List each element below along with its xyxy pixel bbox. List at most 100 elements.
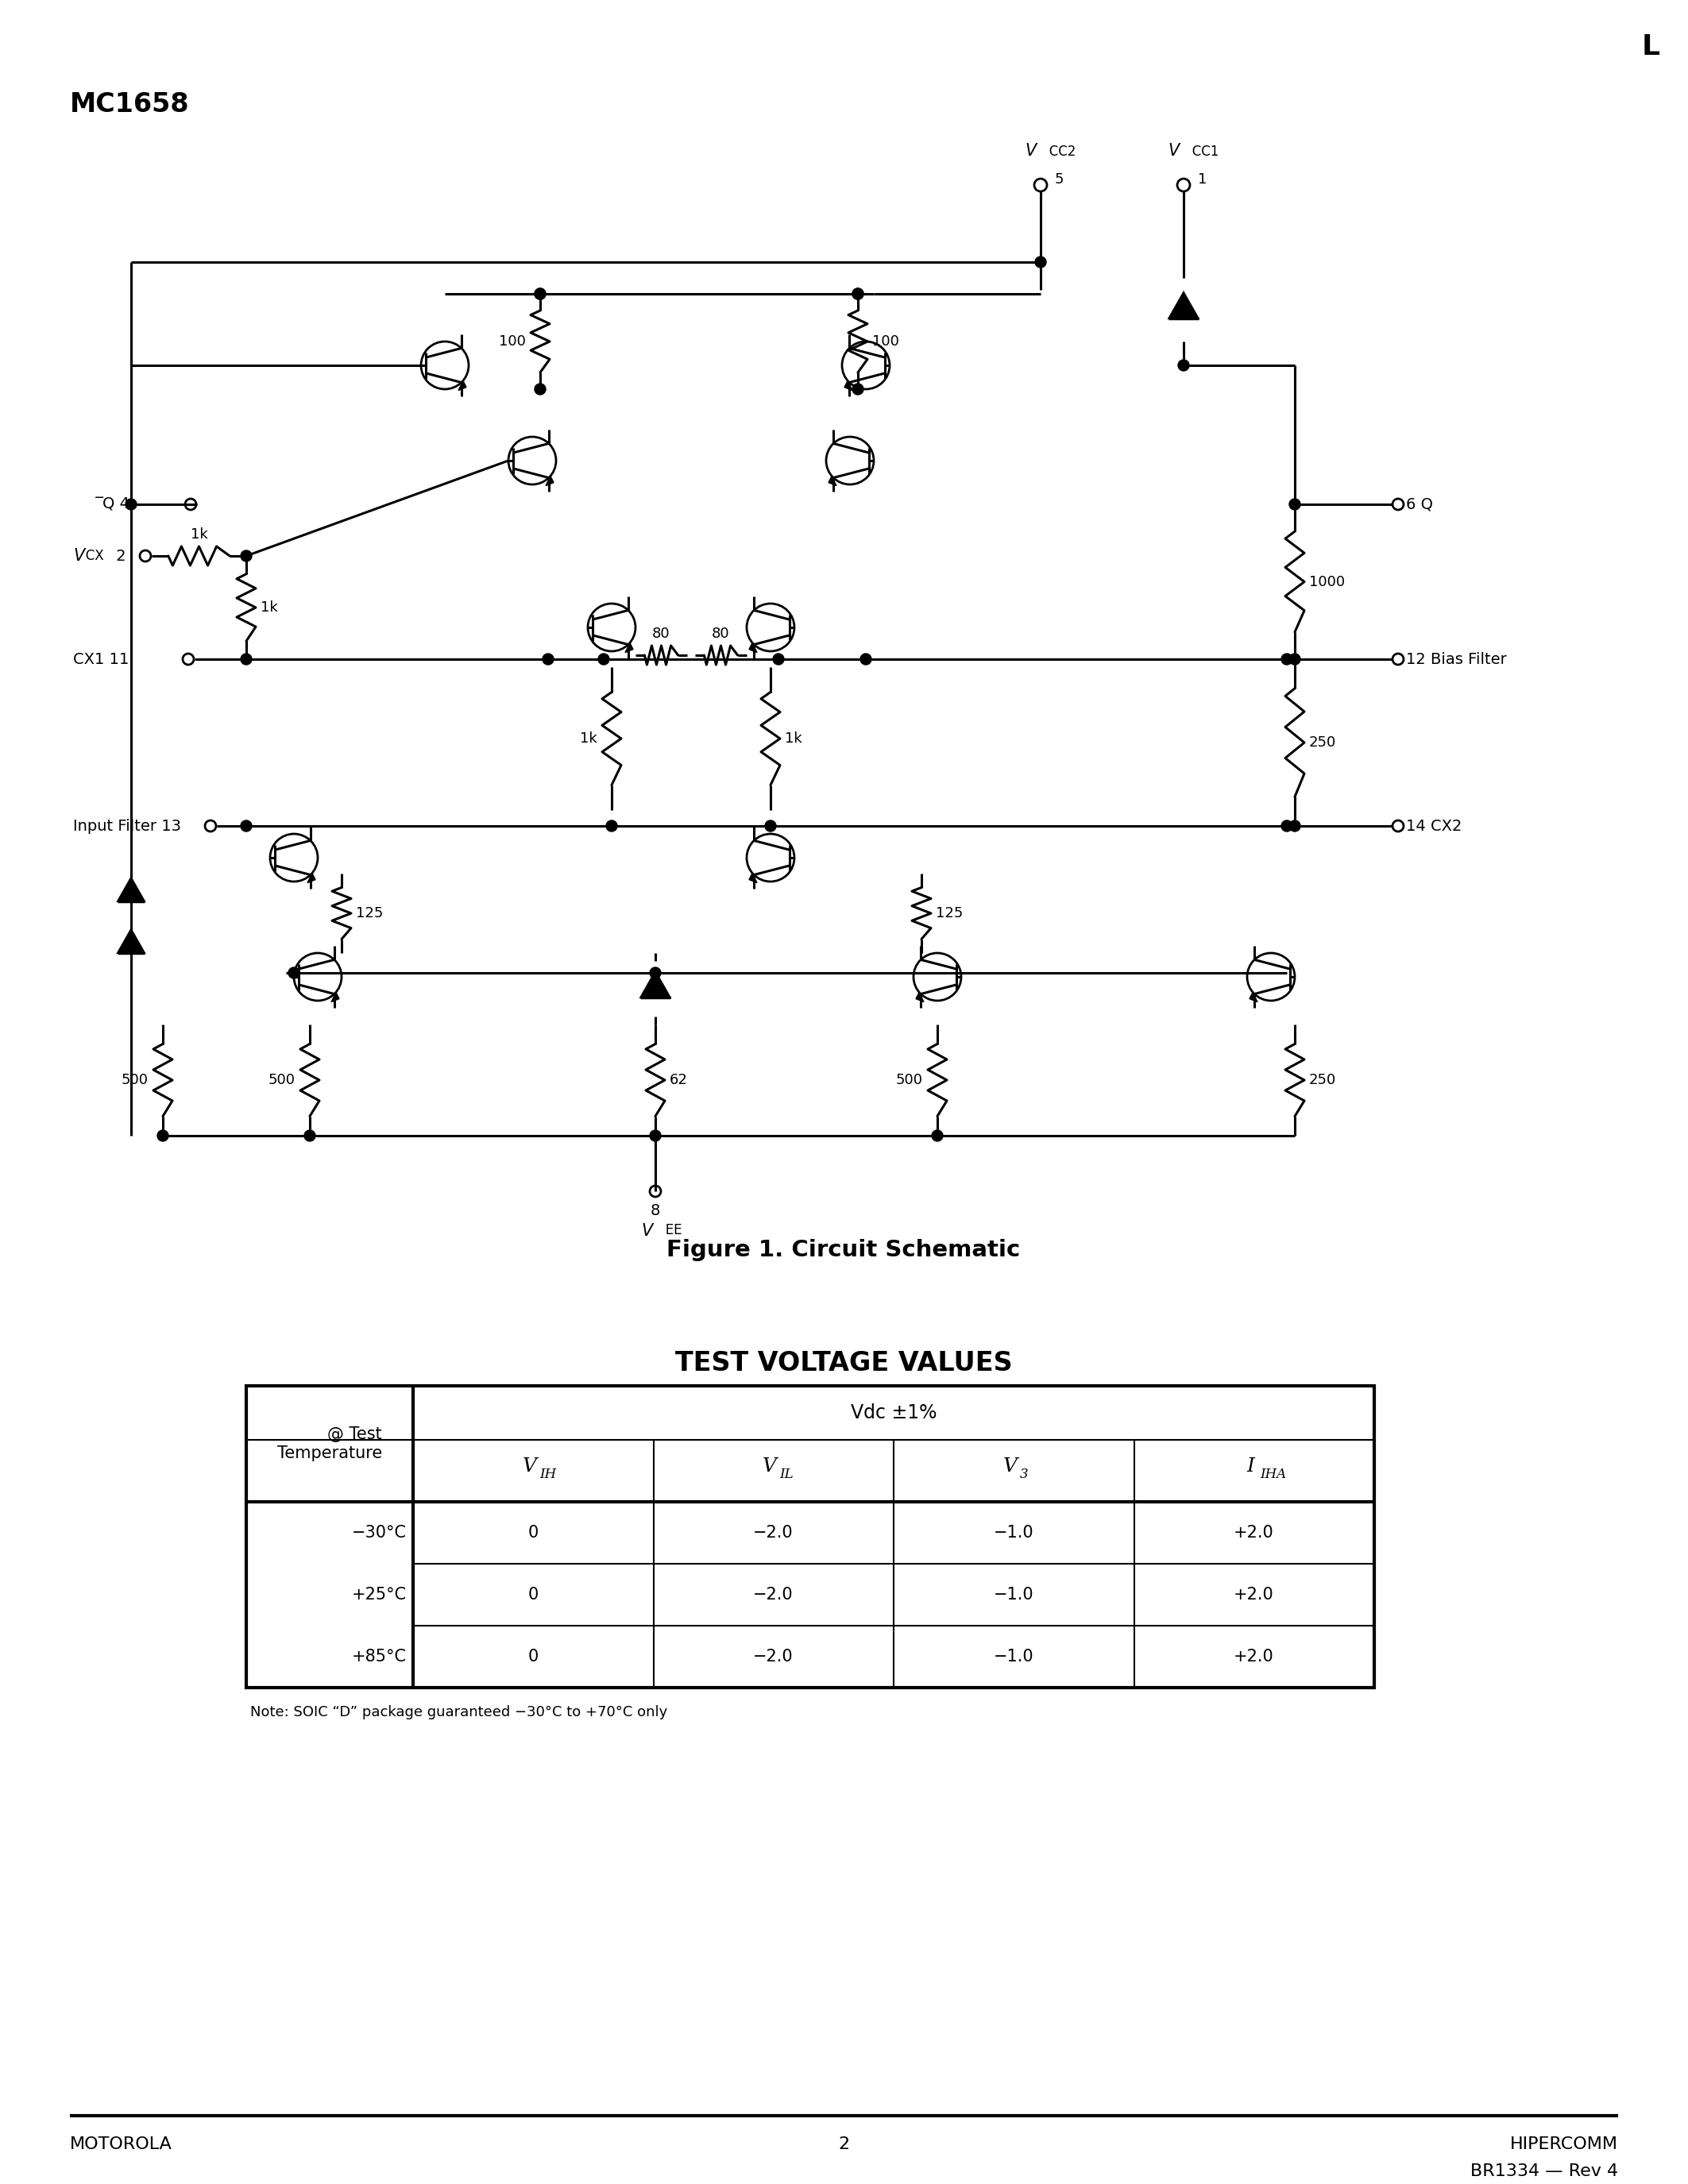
Text: EE: EE [653, 1223, 682, 1238]
Text: 1k: 1k [581, 732, 598, 745]
Polygon shape [749, 874, 756, 882]
Text: 0: 0 [528, 1649, 538, 1664]
Text: 0: 0 [528, 1524, 538, 1540]
Text: L: L [1642, 33, 1661, 61]
Text: 100: 100 [500, 334, 527, 349]
Text: 3: 3 [1020, 1468, 1028, 1481]
Text: Vdc ±1%: Vdc ±1% [851, 1404, 937, 1422]
Circle shape [542, 653, 554, 664]
Text: −1.0: −1.0 [994, 1524, 1033, 1540]
Text: IL: IL [780, 1468, 793, 1481]
Text: HIPERCOMM: HIPERCOMM [1511, 2136, 1619, 2151]
Text: 500: 500 [122, 1072, 149, 1088]
Text: V: V [1025, 142, 1036, 159]
Text: 500: 500 [896, 1072, 923, 1088]
Text: 250: 250 [1310, 1072, 1337, 1088]
Text: Figure 1. Circuit Schematic: Figure 1. Circuit Schematic [667, 1238, 1021, 1260]
Text: 1: 1 [1198, 173, 1207, 186]
Text: V: V [641, 1223, 653, 1238]
Text: TEST VOLTAGE VALUES: TEST VOLTAGE VALUES [675, 1350, 1013, 1376]
Text: V: V [763, 1457, 776, 1474]
Polygon shape [749, 642, 756, 653]
Text: 2: 2 [837, 2136, 849, 2151]
Circle shape [535, 384, 545, 395]
Polygon shape [1168, 293, 1198, 319]
Circle shape [932, 1129, 944, 1142]
Circle shape [598, 653, 609, 664]
Text: 250: 250 [1310, 736, 1337, 749]
Text: −30°C: −30°C [351, 1524, 407, 1540]
Circle shape [861, 653, 871, 664]
Polygon shape [545, 476, 554, 485]
Polygon shape [118, 878, 145, 902]
Circle shape [1178, 360, 1188, 371]
Text: V: V [1168, 142, 1180, 159]
Text: 8: 8 [650, 1203, 660, 1219]
Text: MOTOROLA: MOTOROLA [69, 2136, 172, 2151]
Text: +2.0: +2.0 [1234, 1649, 1274, 1664]
Polygon shape [625, 642, 633, 653]
Polygon shape [1249, 992, 1258, 1002]
Text: −2.0: −2.0 [753, 1649, 793, 1664]
Text: @ Test
Temperature: @ Test Temperature [277, 1426, 381, 1461]
Circle shape [773, 653, 783, 664]
Text: +85°C: +85°C [351, 1649, 407, 1664]
Circle shape [1035, 256, 1047, 269]
Text: 5: 5 [1055, 173, 1063, 186]
Text: CC2: CC2 [1036, 144, 1075, 159]
Circle shape [241, 550, 252, 561]
Circle shape [535, 288, 545, 299]
Text: I: I [1246, 1457, 1254, 1474]
Text: +2.0: +2.0 [1234, 1524, 1274, 1540]
Text: 125: 125 [356, 906, 383, 919]
Text: −2.0: −2.0 [753, 1588, 793, 1603]
Circle shape [1281, 821, 1293, 832]
Circle shape [650, 968, 662, 978]
Text: ̅Q 4: ̅Q 4 [103, 496, 130, 511]
Text: 1k: 1k [191, 526, 208, 542]
Text: 1k: 1k [785, 732, 802, 745]
Text: CX: CX [73, 548, 103, 563]
Text: 0: 0 [528, 1588, 538, 1603]
Text: 6 Q: 6 Q [1406, 496, 1433, 511]
Text: 100: 100 [873, 334, 900, 349]
Text: +25°C: +25°C [351, 1588, 407, 1603]
Text: −1.0: −1.0 [994, 1649, 1033, 1664]
Text: 2: 2 [111, 548, 127, 563]
Text: 500: 500 [268, 1072, 295, 1088]
Text: BR1334 — Rev 4: BR1334 — Rev 4 [1470, 2164, 1619, 2180]
Polygon shape [459, 380, 466, 391]
Text: 1000: 1000 [1310, 574, 1345, 590]
Circle shape [1290, 821, 1300, 832]
Polygon shape [307, 874, 316, 882]
Polygon shape [917, 992, 923, 1002]
Text: 80: 80 [652, 627, 670, 640]
Circle shape [125, 498, 137, 509]
Text: 125: 125 [935, 906, 964, 919]
Circle shape [852, 384, 864, 395]
Polygon shape [331, 992, 339, 1002]
Text: 62: 62 [670, 1072, 687, 1088]
Circle shape [304, 1129, 316, 1142]
Circle shape [852, 288, 864, 299]
Circle shape [289, 968, 299, 978]
Text: +2.0: +2.0 [1234, 1588, 1274, 1603]
Text: IHA: IHA [1259, 1468, 1286, 1481]
Text: 1k: 1k [260, 601, 279, 614]
Circle shape [241, 653, 252, 664]
Text: V: V [1003, 1457, 1018, 1474]
Circle shape [852, 288, 864, 299]
Text: V: V [73, 548, 84, 563]
Text: 80: 80 [712, 627, 729, 640]
Polygon shape [640, 972, 670, 998]
Text: −2.0: −2.0 [753, 1524, 793, 1540]
Text: V: V [523, 1457, 537, 1474]
Circle shape [157, 1129, 169, 1142]
Polygon shape [118, 928, 145, 952]
Circle shape [1290, 653, 1300, 664]
Polygon shape [829, 476, 837, 485]
Circle shape [241, 821, 252, 832]
Circle shape [606, 821, 618, 832]
Circle shape [535, 288, 545, 299]
Text: MC1658: MC1658 [69, 92, 189, 118]
